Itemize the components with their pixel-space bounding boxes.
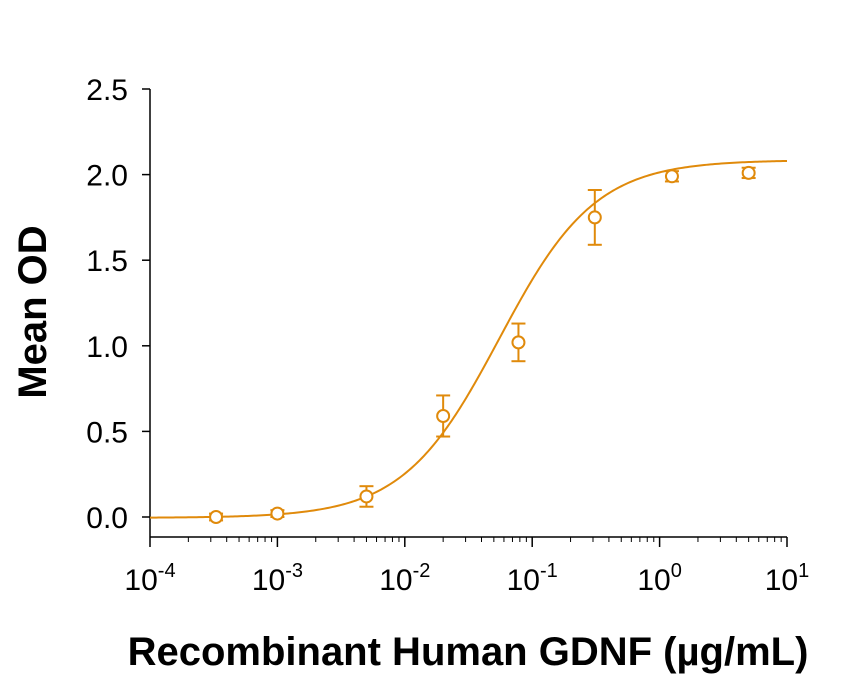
y-tick-label: 2.5 [86,74,128,107]
x-tick-label: 101 [765,560,810,597]
y-tick-label: 1.5 [86,245,128,278]
data-point [664,169,679,184]
data-points-group [209,165,756,524]
x-tick-label: 10-4 [124,560,175,597]
y-tick-label: 0.0 [86,502,128,535]
y-tick-label: 0.5 [86,416,128,449]
x-axis-title: Recombinant Human GDNF (µg/mL) [128,630,809,674]
fit-curve [149,159,788,519]
x-tick-label: 10-3 [252,560,303,597]
y-axis-title: Mean OD [11,225,55,398]
y-ticks: 0.0 0.5 1.0 1.5 2.0 2.5 [86,74,150,535]
fit-curve-group [149,159,788,519]
x-ticks: 10-4 10-3 10-2 10-1 100 101 [124,537,809,597]
data-point [359,489,374,504]
y-tick-label: 2.0 [86,160,128,193]
data-point [270,506,285,521]
x-tick-label: 10-2 [379,560,430,597]
data-point [209,510,224,524]
x-tick-label: 10-1 [507,560,558,597]
data-point [436,408,451,423]
data-point [511,335,526,350]
axes [149,89,787,538]
y-tick-label: 1.0 [86,331,128,364]
data-point [587,210,602,225]
data-point [741,165,756,180]
x-tick-label: 100 [637,560,682,597]
